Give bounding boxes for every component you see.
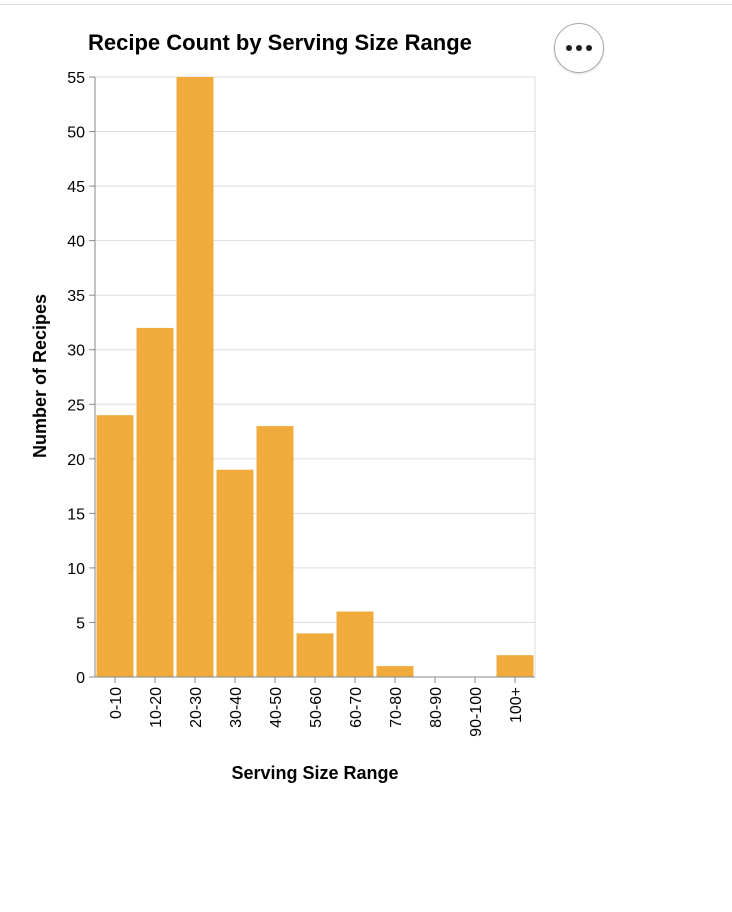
y-tick-label: 15 xyxy=(67,506,85,523)
x-tick-label: 40-50 xyxy=(268,687,285,728)
y-tick-label: 5 xyxy=(76,615,85,632)
y-axis-title: Number of Recipes xyxy=(30,294,50,458)
x-tick-label: 20-30 xyxy=(188,687,205,728)
bar xyxy=(296,633,334,677)
bar xyxy=(176,77,214,677)
y-tick-label: 40 xyxy=(67,234,85,251)
x-tick-label: 50-60 xyxy=(308,687,325,728)
chart-title: Recipe Count by Serving Size Range xyxy=(88,30,472,55)
y-tick-label: 20 xyxy=(67,452,85,469)
top-divider xyxy=(0,4,732,5)
y-tick-label: 30 xyxy=(67,343,85,360)
x-tick-label: 0-10 xyxy=(108,687,125,719)
x-tick-label: 90-100 xyxy=(468,687,485,737)
x-tick-label: 30-40 xyxy=(228,687,245,728)
y-tick-label: 55 xyxy=(67,70,85,87)
x-tick-label: 80-90 xyxy=(428,687,445,728)
x-axis-title: Serving Size Range xyxy=(231,763,398,783)
bar xyxy=(256,426,294,677)
bars xyxy=(96,77,534,677)
bar xyxy=(496,655,534,677)
bar xyxy=(336,611,374,677)
x-tick-label: 70-80 xyxy=(388,687,405,728)
y-tick-label: 0 xyxy=(76,670,85,687)
y-tick-label: 45 xyxy=(67,179,85,196)
bar xyxy=(376,666,414,677)
x-tick-label: 10-20 xyxy=(148,687,165,728)
y-tick-label: 10 xyxy=(67,561,85,578)
y-tick-label: 50 xyxy=(67,125,85,142)
x-tick-label: 100+ xyxy=(508,687,525,723)
axes: 0 5 10 15 20 25 30 35 40 45 50 55 0-10 10-20 20-30 30-4… xyxy=(67,70,535,737)
y-tick-label: 35 xyxy=(67,288,85,305)
y-tick-label: 25 xyxy=(67,397,85,414)
bar xyxy=(216,469,254,677)
x-tick-label: 60-70 xyxy=(348,687,365,728)
more-horizontal-icon xyxy=(566,45,592,51)
actions-menu-button[interactable] xyxy=(554,23,604,73)
bar xyxy=(96,415,134,677)
bar xyxy=(136,327,174,677)
